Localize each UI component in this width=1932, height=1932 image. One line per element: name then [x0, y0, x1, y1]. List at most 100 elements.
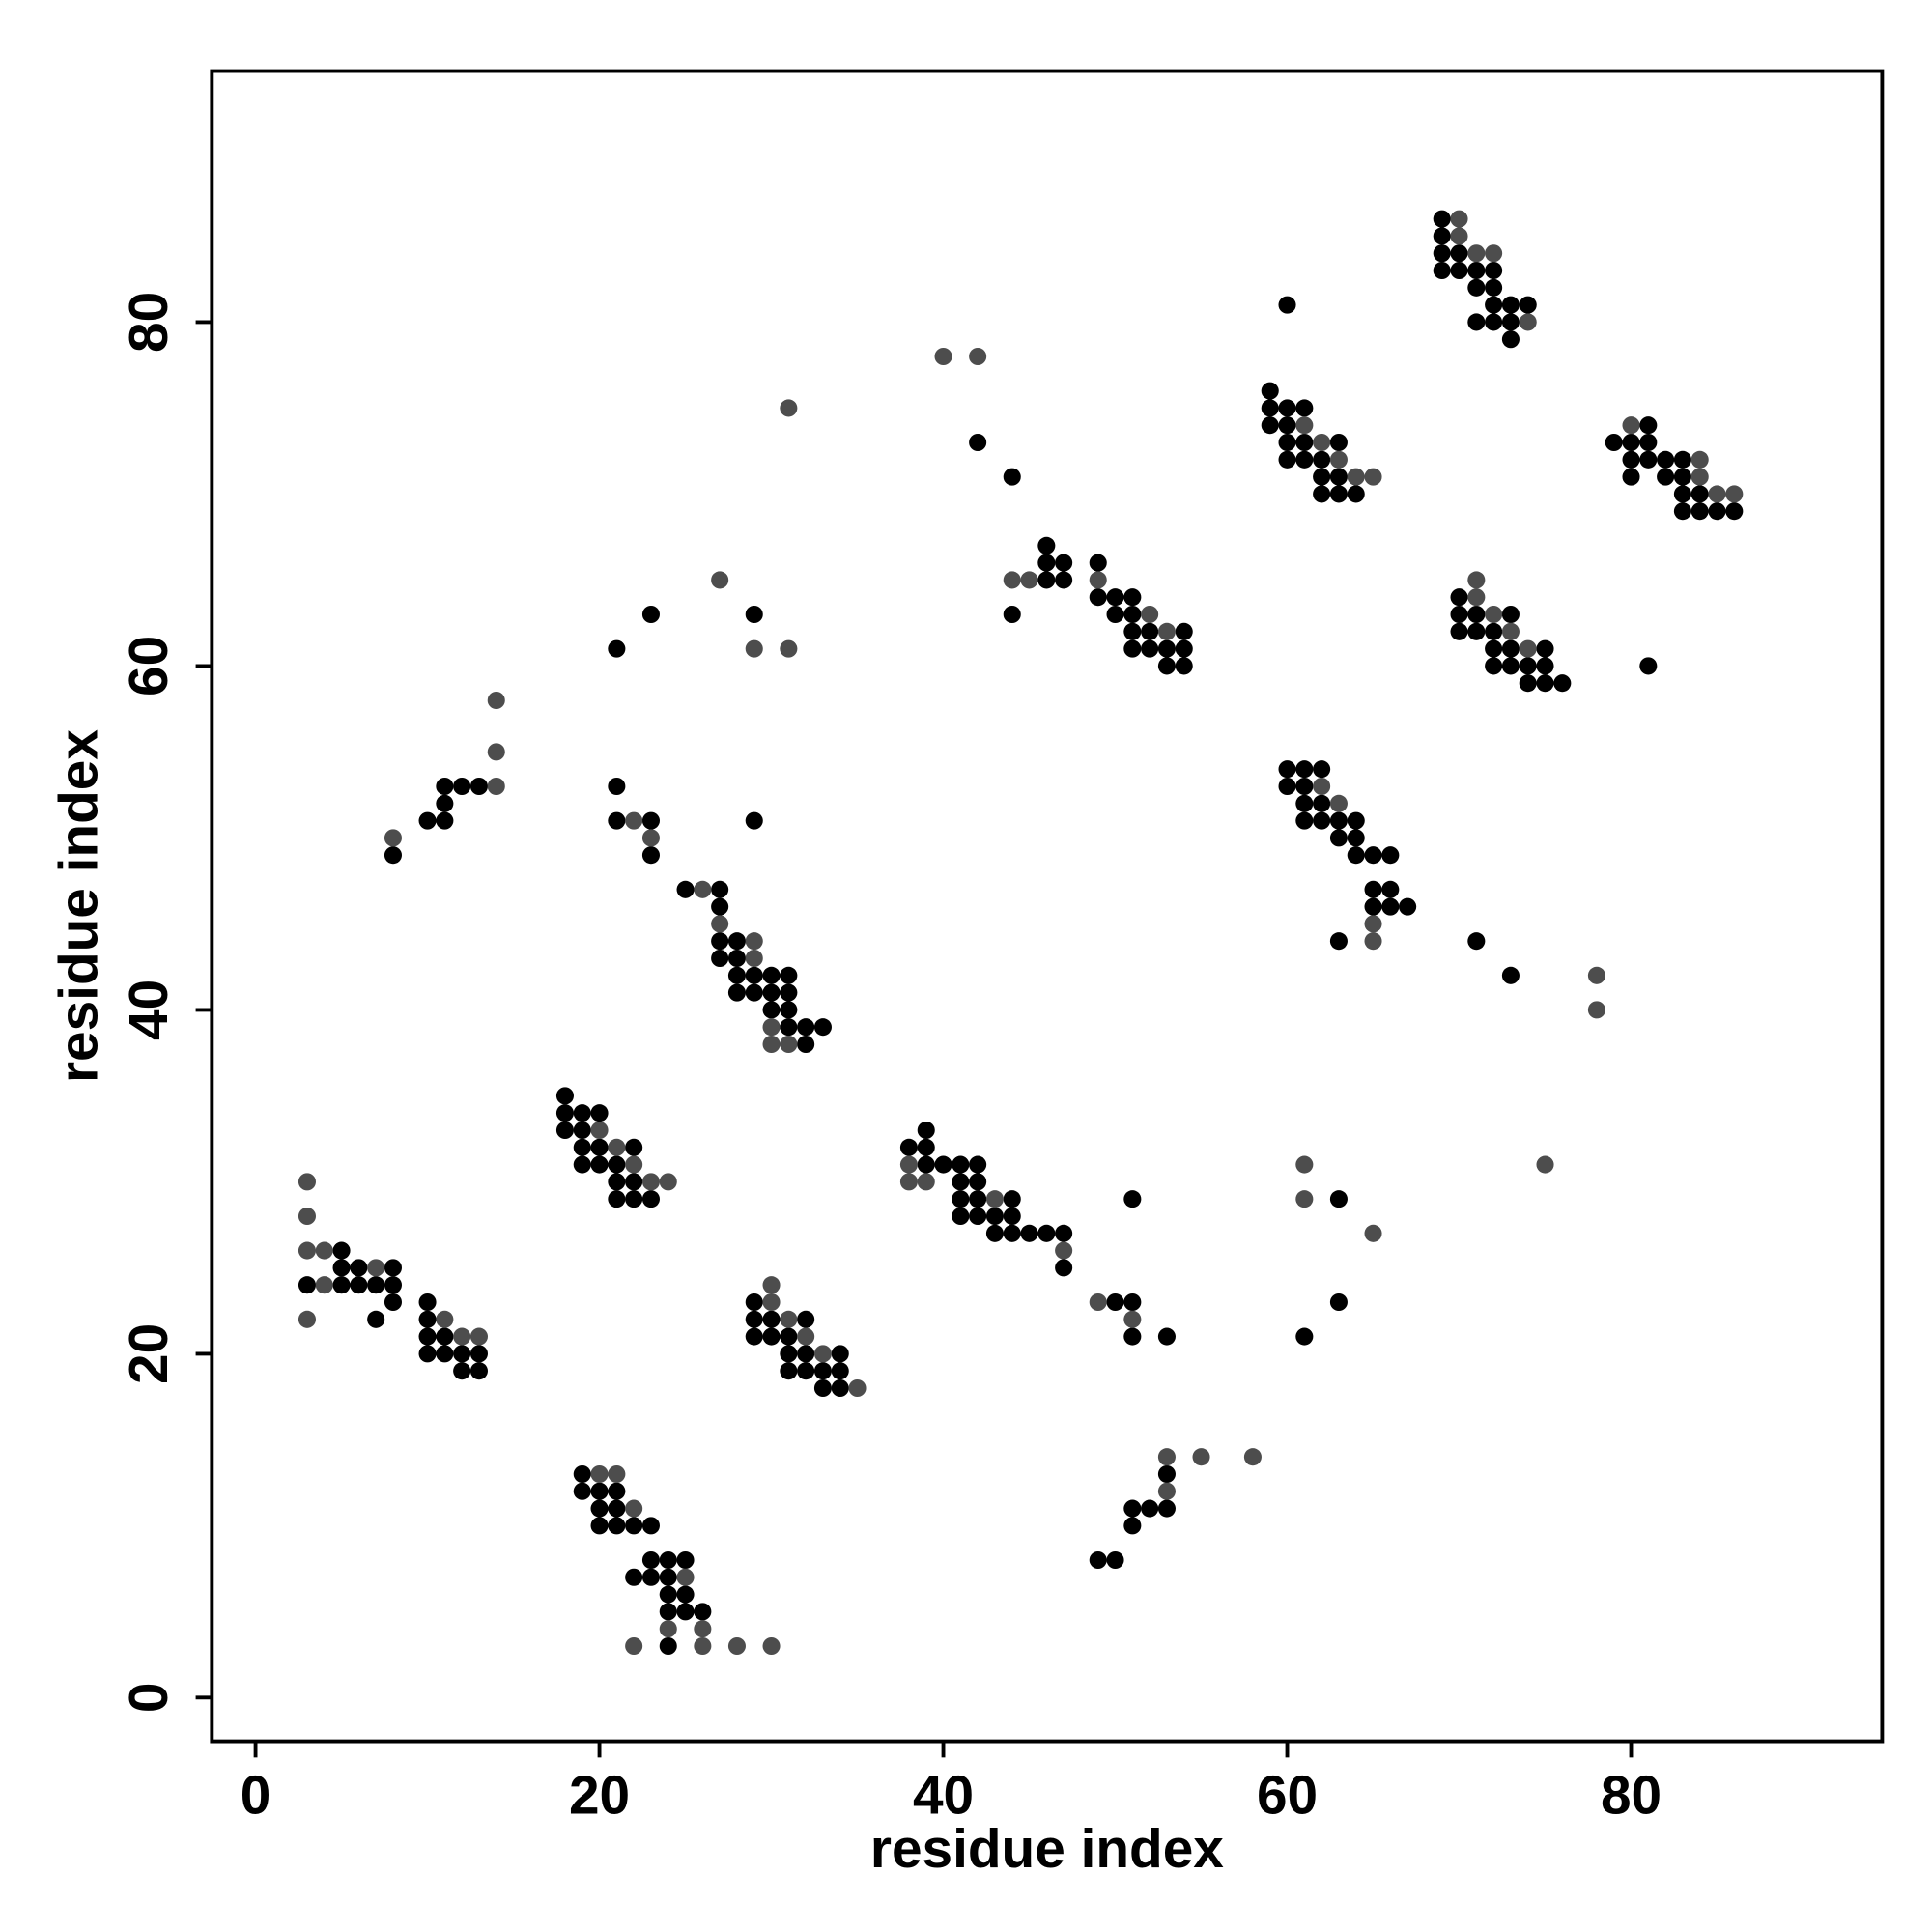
contact-point	[418, 1345, 437, 1363]
contact-point	[1055, 1259, 1073, 1277]
contact-point	[1501, 622, 1520, 640]
contact-point	[1106, 605, 1124, 624]
contact-point	[1467, 571, 1486, 589]
contact-point	[969, 1207, 987, 1226]
contact-point	[1485, 296, 1503, 314]
contact-point	[1020, 571, 1038, 589]
contact-point	[1329, 932, 1348, 951]
contact-point	[1725, 485, 1744, 503]
contact-point	[917, 1121, 935, 1140]
contact-point	[1690, 485, 1709, 503]
contact-point	[1450, 622, 1468, 640]
contact-point	[1467, 932, 1486, 951]
contact-point	[780, 639, 798, 658]
contact-point	[780, 1035, 798, 1054]
contact-point	[453, 1327, 471, 1346]
contact-point	[641, 1517, 660, 1535]
contact-point	[1278, 777, 1296, 796]
contact-point	[1295, 416, 1314, 435]
contact-point	[436, 1327, 454, 1346]
contact-point	[573, 1464, 591, 1484]
contact-point	[1708, 485, 1726, 503]
contact-point	[436, 811, 454, 830]
contact-point	[1157, 622, 1176, 640]
contact-point	[1501, 605, 1520, 624]
contact-point	[590, 1482, 609, 1500]
contact-point	[1467, 278, 1486, 297]
contact-point	[1123, 1310, 1142, 1328]
contact-point	[934, 347, 952, 366]
contact-point	[711, 949, 729, 968]
contact-point	[1673, 450, 1691, 469]
contact-point	[1278, 416, 1296, 435]
y-tick-label: 0	[119, 1683, 180, 1714]
contact-point	[1329, 829, 1348, 847]
contact-point	[831, 1362, 849, 1380]
contact-point	[985, 1224, 1004, 1242]
contact-point	[1261, 382, 1279, 400]
contact-point	[899, 1173, 918, 1191]
contact-point	[1347, 829, 1365, 847]
contact-point	[641, 1550, 660, 1570]
contact-point	[1450, 244, 1468, 263]
contact-point	[1501, 330, 1520, 349]
contact-point	[1261, 399, 1279, 417]
contact-point	[298, 1173, 316, 1191]
x-tick-label: 40	[913, 1765, 974, 1826]
contact-point	[1123, 1190, 1142, 1208]
contact-point	[1313, 760, 1331, 779]
contact-point	[1519, 296, 1537, 314]
contact-point	[590, 1138, 609, 1156]
contact-point	[625, 1173, 643, 1191]
contact-point	[831, 1378, 849, 1398]
contact-point	[1123, 588, 1142, 607]
y-tick-label: 80	[119, 292, 180, 353]
contact-point	[1037, 571, 1056, 589]
contact-point	[745, 639, 763, 658]
contact-point	[676, 1585, 695, 1604]
contact-point	[453, 1362, 471, 1380]
contact-point	[1433, 244, 1451, 263]
contact-point	[608, 1464, 626, 1484]
contact-point	[1037, 536, 1056, 554]
contact-point	[1329, 811, 1348, 830]
contact-point	[418, 1293, 437, 1312]
contact-point	[917, 1155, 935, 1174]
contact-point	[899, 1138, 918, 1156]
contact-point	[780, 1327, 798, 1346]
contact-point	[1708, 502, 1726, 521]
contact-point	[1192, 1448, 1210, 1466]
contact-point	[1450, 605, 1468, 624]
contact-point	[418, 811, 437, 830]
contact-point	[1467, 244, 1486, 263]
contact-point	[1519, 657, 1537, 675]
contact-point	[1313, 450, 1331, 469]
contact-point	[1295, 811, 1314, 830]
contact-point	[1141, 639, 1159, 658]
contact-point	[367, 1310, 385, 1328]
contact-point	[1295, 433, 1314, 452]
contact-point	[1639, 416, 1658, 435]
contact-point	[676, 1568, 695, 1586]
contact-point	[1261, 416, 1279, 435]
contact-point	[350, 1276, 368, 1294]
contact-point	[1485, 313, 1503, 331]
contact-point	[1622, 468, 1640, 486]
contact-point	[797, 1362, 815, 1380]
contact-point	[694, 1636, 712, 1656]
contact-point	[1295, 1190, 1314, 1208]
contact-point	[694, 880, 712, 898]
contact-point	[1519, 674, 1537, 693]
contact-point	[418, 1310, 437, 1328]
contact-point	[1313, 794, 1331, 812]
contact-point	[1123, 622, 1142, 640]
plot-frame	[210, 69, 1885, 1744]
contact-point	[1329, 485, 1348, 503]
contact-point	[298, 1241, 316, 1260]
contact-point	[797, 1018, 815, 1037]
contact-point	[762, 966, 781, 984]
contact-point	[1295, 399, 1314, 417]
contact-point	[1690, 502, 1709, 521]
contact-point	[797, 1345, 815, 1363]
contact-point	[608, 777, 626, 796]
